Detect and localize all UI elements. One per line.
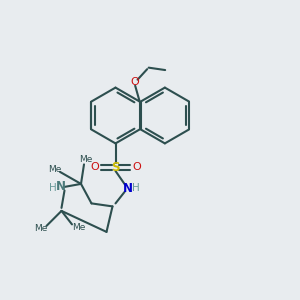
Text: O: O [131, 77, 140, 87]
Text: Me: Me [48, 165, 61, 174]
Text: H: H [132, 183, 140, 194]
Text: Me: Me [34, 224, 48, 233]
Text: Me: Me [72, 223, 85, 232]
Text: H: H [49, 183, 57, 194]
Text: N: N [122, 182, 133, 195]
Text: Me: Me [79, 155, 92, 164]
Text: S: S [111, 161, 120, 174]
Text: N: N [56, 180, 66, 194]
Text: O: O [90, 162, 99, 172]
Text: O: O [132, 162, 141, 172]
